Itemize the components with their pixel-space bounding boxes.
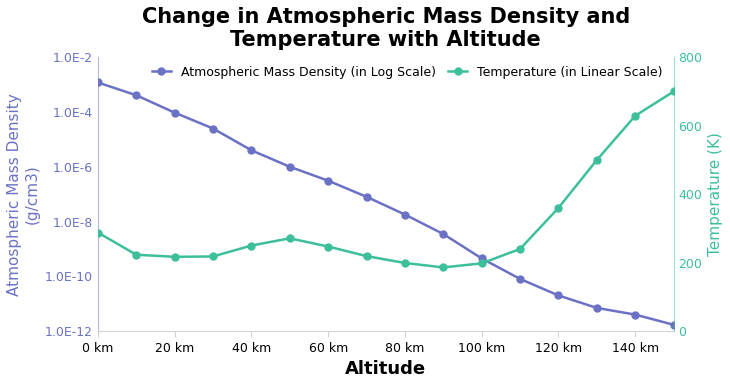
Temperature (in Linear Scale) xyxy=(554,206,563,210)
Temperature (in Linear Scale) xyxy=(401,261,410,265)
Title: Change in Atmospheric Mass Density and
Temperature with Altitude: Change in Atmospheric Mass Density and T… xyxy=(142,7,630,50)
Temperature (in Linear Scale) xyxy=(515,247,524,251)
Atmospheric Mass Density (in Log Scale) xyxy=(477,256,486,261)
Temperature (in Linear Scale) xyxy=(362,254,371,258)
Y-axis label: Atmospheric Mass Density
(g/cm3): Atmospheric Mass Density (g/cm3) xyxy=(7,93,39,296)
Legend: Atmospheric Mass Density (in Log Scale), Temperature (in Linear Scale): Atmospheric Mass Density (in Log Scale),… xyxy=(147,61,667,84)
X-axis label: Altitude: Altitude xyxy=(345,360,426,378)
Temperature (in Linear Scale) xyxy=(247,243,255,248)
Atmospheric Mass Density (in Log Scale) xyxy=(285,164,294,169)
Atmospheric Mass Density (in Log Scale) xyxy=(362,194,371,199)
Atmospheric Mass Density (in Log Scale) xyxy=(247,148,255,152)
Temperature (in Linear Scale) xyxy=(93,230,102,235)
Line: Atmospheric Mass Density (in Log Scale): Atmospheric Mass Density (in Log Scale) xyxy=(94,79,677,328)
Temperature (in Linear Scale) xyxy=(631,114,639,118)
Line: Temperature (in Linear Scale): Temperature (in Linear Scale) xyxy=(94,88,677,271)
Temperature (in Linear Scale) xyxy=(132,253,141,257)
Atmospheric Mass Density (in Log Scale) xyxy=(401,212,410,217)
Atmospheric Mass Density (in Log Scale) xyxy=(170,110,179,115)
Temperature (in Linear Scale) xyxy=(170,254,179,259)
Atmospheric Mass Density (in Log Scale) xyxy=(631,312,639,317)
Temperature (in Linear Scale) xyxy=(477,261,486,266)
Atmospheric Mass Density (in Log Scale) xyxy=(132,93,141,97)
Temperature (in Linear Scale) xyxy=(285,236,294,241)
Atmospheric Mass Density (in Log Scale) xyxy=(515,277,524,281)
Y-axis label: Temperature (K): Temperature (K) xyxy=(708,132,723,256)
Atmospheric Mass Density (in Log Scale) xyxy=(593,306,602,310)
Atmospheric Mass Density (in Log Scale) xyxy=(93,80,102,85)
Atmospheric Mass Density (in Log Scale) xyxy=(324,178,333,183)
Temperature (in Linear Scale) xyxy=(439,265,447,270)
Temperature (in Linear Scale) xyxy=(209,254,218,259)
Atmospheric Mass Density (in Log Scale) xyxy=(669,323,678,327)
Atmospheric Mass Density (in Log Scale) xyxy=(439,232,447,236)
Temperature (in Linear Scale) xyxy=(669,89,678,94)
Atmospheric Mass Density (in Log Scale) xyxy=(554,293,563,298)
Temperature (in Linear Scale) xyxy=(324,244,333,249)
Temperature (in Linear Scale) xyxy=(593,157,602,162)
Atmospheric Mass Density (in Log Scale) xyxy=(209,126,218,131)
